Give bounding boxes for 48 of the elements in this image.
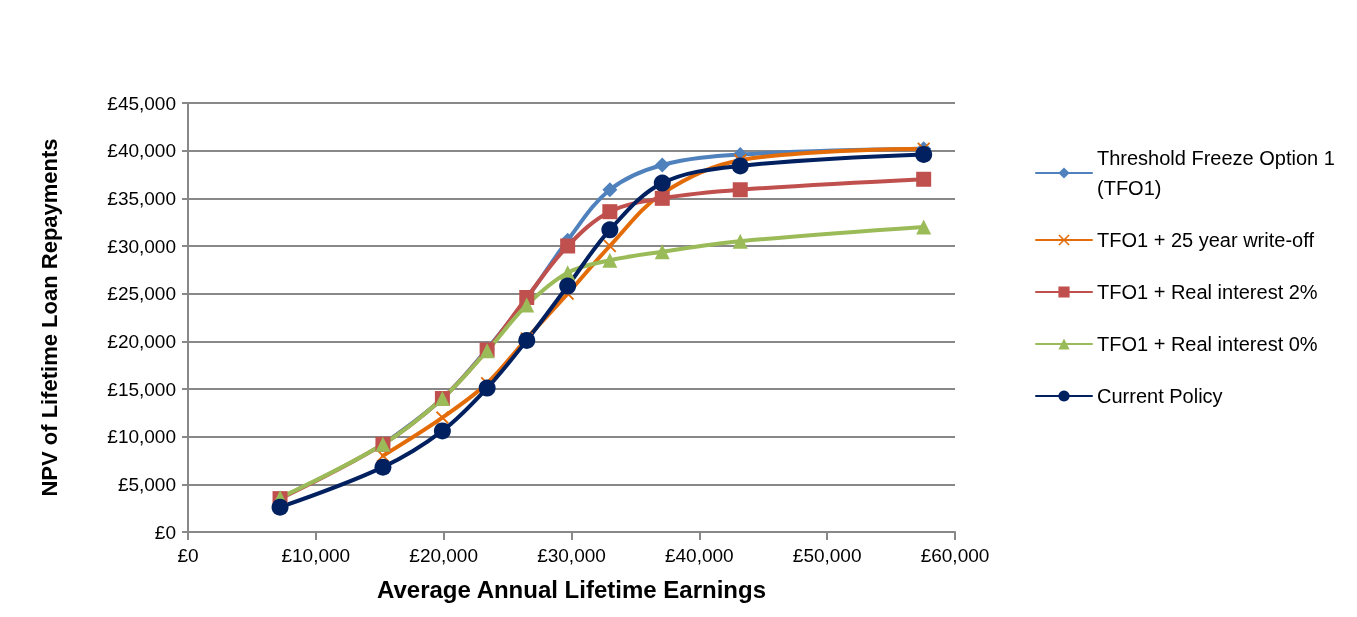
point	[374, 458, 392, 476]
point	[915, 145, 933, 163]
point	[478, 379, 496, 397]
point	[518, 331, 536, 349]
point	[602, 252, 618, 268]
legend-label: TFO1 + Real interest 0%	[1097, 333, 1318, 355]
point	[602, 204, 618, 220]
legend-label: Current Policy	[1097, 385, 1223, 407]
point	[271, 498, 289, 516]
point	[731, 157, 749, 175]
x-tick-label: £20,000	[409, 545, 479, 566]
point	[654, 190, 670, 206]
point	[654, 244, 670, 260]
x-tick-label: £30,000	[537, 545, 606, 566]
point	[602, 182, 618, 198]
point	[559, 277, 577, 295]
point	[653, 174, 671, 192]
y-tick-label: £35,000	[107, 187, 176, 209]
x-tick-label: £40,000	[664, 545, 734, 566]
point	[916, 171, 932, 187]
x-tick-label: £0	[177, 545, 199, 566]
y-tick-label: £45,000	[107, 92, 176, 114]
point	[603, 239, 617, 253]
point	[435, 411, 449, 425]
x-tick-label: £60,000	[920, 545, 990, 566]
point	[916, 219, 932, 235]
point	[433, 422, 451, 440]
y-tick-label: £5,000	[117, 473, 176, 495]
point	[654, 157, 670, 173]
point	[519, 297, 535, 313]
point	[732, 182, 748, 198]
y-axis-title: NPV of Lifetime Loan Repayments	[36, 138, 62, 497]
legend-label: TFO1 + 25 year write-off	[1097, 229, 1315, 251]
legend-label: Threshold Freeze Option 1 (TFO1)	[1097, 147, 1341, 199]
y-tick-label: £30,000	[107, 235, 176, 257]
y-tick-label: £15,000	[107, 378, 176, 400]
point	[732, 233, 748, 249]
y-tick-label: £25,000	[107, 283, 176, 305]
legend-label: TFO1 + Real interest 2%	[1097, 281, 1318, 303]
point	[601, 221, 619, 239]
x-axis-title: Average Annual Lifetime Earnings	[377, 575, 766, 603]
x-tick-label: £50,000	[792, 545, 862, 566]
point	[560, 238, 576, 254]
y-tick-label: £40,000	[107, 140, 176, 162]
y-tick-label: £20,000	[107, 330, 176, 352]
y-tick-label: £0	[154, 521, 176, 543]
x-tick-label: £10,000	[281, 545, 351, 566]
y-tick-label: £10,000	[107, 426, 176, 448]
